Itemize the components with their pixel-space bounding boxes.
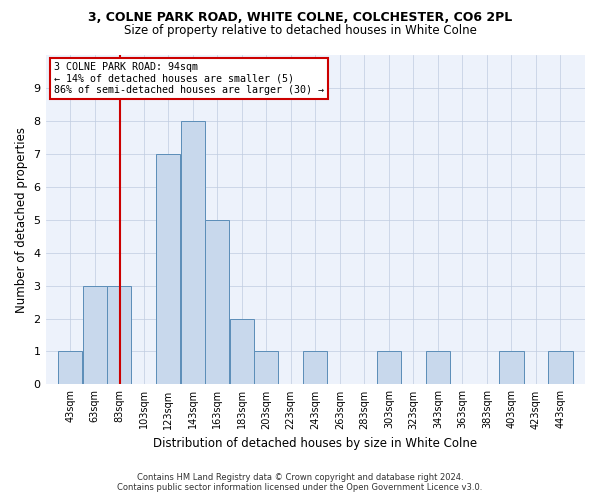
Text: Contains HM Land Registry data © Crown copyright and database right 2024.
Contai: Contains HM Land Registry data © Crown c… xyxy=(118,473,482,492)
X-axis label: Distribution of detached houses by size in White Colne: Distribution of detached houses by size … xyxy=(153,437,478,450)
Bar xyxy=(205,220,229,384)
Bar xyxy=(548,352,572,384)
Bar xyxy=(426,352,450,384)
Text: 3, COLNE PARK ROAD, WHITE COLNE, COLCHESTER, CO6 2PL: 3, COLNE PARK ROAD, WHITE COLNE, COLCHES… xyxy=(88,11,512,24)
Bar xyxy=(83,286,107,384)
Bar xyxy=(156,154,180,384)
Bar xyxy=(377,352,401,384)
Text: 3 COLNE PARK ROAD: 94sqm
← 14% of detached houses are smaller (5)
86% of semi-de: 3 COLNE PARK ROAD: 94sqm ← 14% of detach… xyxy=(53,62,323,95)
Bar xyxy=(181,121,205,384)
Bar xyxy=(230,318,254,384)
Bar xyxy=(499,352,524,384)
Bar xyxy=(254,352,278,384)
Bar xyxy=(58,352,82,384)
Bar xyxy=(303,352,328,384)
Bar xyxy=(107,286,131,384)
Text: Size of property relative to detached houses in White Colne: Size of property relative to detached ho… xyxy=(124,24,476,37)
Y-axis label: Number of detached properties: Number of detached properties xyxy=(15,126,28,312)
